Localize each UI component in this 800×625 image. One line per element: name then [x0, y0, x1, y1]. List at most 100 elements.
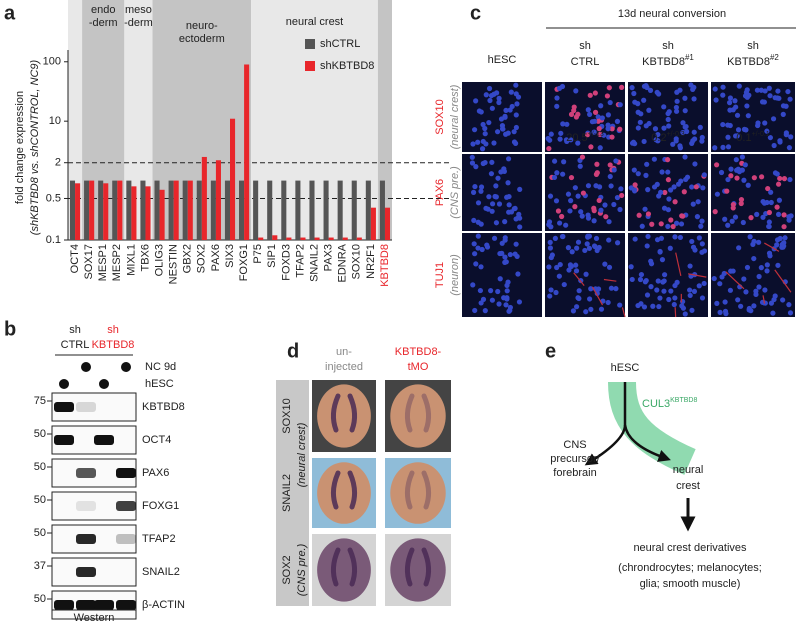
nucleus	[513, 82, 519, 88]
nucleus	[756, 239, 762, 245]
panel-letter: b	[4, 318, 16, 340]
x-tick-label: SOX2	[196, 244, 208, 273]
nucleus	[748, 215, 754, 221]
nucleus	[782, 235, 788, 241]
nucleus	[727, 95, 734, 101]
nucleus	[470, 141, 476, 147]
nucleus	[568, 111, 575, 117]
nucleus	[774, 237, 781, 243]
nucleus	[628, 264, 634, 270]
neurite	[675, 252, 682, 276]
condition-dot	[99, 379, 109, 389]
nucleus	[725, 144, 732, 150]
nucleus	[602, 261, 608, 267]
nucleus	[754, 211, 760, 217]
start-label: hESC	[611, 362, 640, 374]
nucleus	[720, 121, 726, 128]
nucleus	[665, 116, 671, 123]
nucleus	[546, 145, 552, 152]
nucleus	[781, 176, 788, 182]
nucleus	[595, 114, 601, 120]
nucleus	[489, 159, 495, 165]
protein-label: SNAIL2	[142, 566, 180, 578]
nucleus	[594, 161, 600, 167]
blot-band	[54, 600, 74, 610]
nucleus	[478, 264, 484, 270]
nucleus	[575, 111, 581, 117]
nucleus	[787, 310, 794, 316]
nucleus	[502, 219, 508, 225]
nucleus	[661, 104, 667, 110]
nucleus	[480, 121, 486, 128]
nucleus	[573, 262, 579, 268]
row-note: (neural crest)	[296, 422, 308, 487]
nucleus	[570, 308, 577, 314]
nucleus	[635, 125, 641, 131]
nucleus	[564, 121, 570, 127]
nucleus	[671, 184, 677, 190]
nucleus	[568, 263, 574, 270]
nucleus	[517, 186, 523, 193]
footer-label: Western	[74, 612, 115, 624]
nucleus	[554, 170, 560, 176]
nucleus	[750, 241, 756, 247]
nucleus	[506, 308, 512, 314]
nucleus	[711, 275, 717, 282]
nucleus	[665, 223, 671, 229]
embryo	[317, 538, 371, 602]
row-marker: TUJ1	[434, 262, 446, 288]
nucleus	[547, 245, 554, 251]
nucleus	[591, 205, 597, 211]
nucleus	[682, 154, 688, 160]
nucleus	[680, 129, 686, 136]
nucleus	[738, 196, 745, 203]
nucleus	[584, 132, 591, 138]
nucleus	[645, 187, 651, 193]
nucleus	[637, 276, 644, 283]
column-header: injected	[325, 361, 363, 373]
nucleus	[505, 156, 512, 162]
nucleus	[658, 235, 665, 241]
nucleus	[785, 88, 791, 95]
embryo	[390, 538, 446, 602]
nucleus	[515, 271, 521, 277]
panel-letter: d	[287, 340, 299, 362]
nucleus	[491, 140, 497, 146]
bar	[131, 186, 137, 240]
nucleus	[611, 201, 617, 208]
nucleus	[687, 263, 693, 269]
nucleus	[650, 303, 656, 309]
neurite	[603, 278, 617, 282]
column-header: tMO	[408, 361, 429, 373]
nucleus	[682, 108, 688, 114]
nucleus	[611, 167, 617, 173]
stain	[421, 547, 432, 587]
nucleus	[713, 97, 719, 103]
protein-label: PAX6	[142, 467, 169, 479]
quantification-sup: +/-13	[588, 131, 604, 138]
nucleus	[766, 219, 772, 225]
nucleus	[756, 273, 762, 280]
nucleus	[762, 88, 768, 94]
nucleus	[665, 157, 671, 163]
nucleus	[491, 91, 497, 97]
nucleus	[617, 126, 623, 132]
nucleus	[651, 184, 658, 190]
nucleus	[733, 157, 739, 163]
nucleus	[596, 126, 602, 132]
nucleus	[502, 254, 508, 260]
nucleus	[644, 292, 651, 298]
nucleus	[494, 129, 501, 135]
nucleus	[473, 164, 479, 170]
nucleus	[490, 201, 496, 207]
nucleus	[572, 204, 578, 210]
nucleus	[574, 304, 580, 310]
size-marker: 50	[34, 428, 46, 440]
nucleus	[475, 200, 482, 206]
nucleus	[743, 127, 749, 133]
nucleus	[632, 99, 638, 105]
nucleus	[662, 272, 668, 278]
nucleus	[720, 84, 726, 90]
nucleus	[585, 183, 592, 189]
blot-band	[76, 468, 96, 478]
